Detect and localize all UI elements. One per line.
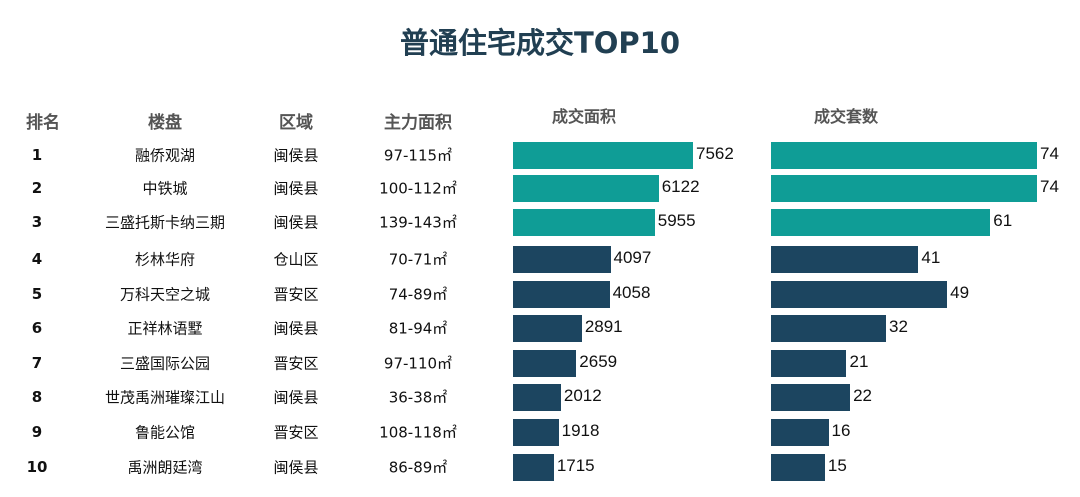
units-bar <box>771 281 948 308</box>
units-data-label: 41 <box>921 248 941 267</box>
units-bar <box>771 350 847 377</box>
cell-district: 闽侯县 <box>273 458 319 477</box>
cell-rank: 9 <box>31 423 43 441</box>
cell-rank: 2 <box>31 179 43 197</box>
area-data-label: 2659 <box>579 352 618 371</box>
cell-project: 三盛托斯卡纳三期 <box>104 213 226 232</box>
area-bar <box>513 209 655 236</box>
cell-district: 闽侯县 <box>273 146 319 165</box>
cell-district: 闽侯县 <box>273 319 319 338</box>
cell-district: 闽侯县 <box>273 213 319 232</box>
cell-rank: 10 <box>26 458 48 476</box>
header-rank: 排名 <box>26 113 60 133</box>
cell-district: 晋安区 <box>273 285 319 304</box>
cell-rank: 5 <box>31 285 43 303</box>
units-bar <box>771 246 919 273</box>
cell-project: 万科天空之城 <box>119 285 211 304</box>
cell-main-area: 108-118㎡ <box>379 423 457 442</box>
cell-rank: 7 <box>31 354 43 372</box>
area-data-label: 5955 <box>657 211 696 230</box>
cell-district: 晋安区 <box>273 423 319 442</box>
cell-district: 晋安区 <box>273 354 319 373</box>
area-bar <box>513 281 610 308</box>
units-data-label: 49 <box>950 283 970 302</box>
cell-project: 杉林华府 <box>134 250 196 269</box>
area-data-label: 6122 <box>661 177 700 196</box>
units-bar <box>771 315 887 342</box>
area-data-label: 2891 <box>584 317 623 336</box>
cell-main-area: 36-38㎡ <box>388 388 448 407</box>
area-data-label: 1918 <box>561 421 600 440</box>
cell-rank: 6 <box>31 319 43 337</box>
units-data-label: 74 <box>1040 177 1059 196</box>
units-data-label: 32 <box>889 317 908 336</box>
units-bar <box>771 142 1037 169</box>
header-deal-units: 成交套数 <box>814 107 879 126</box>
cell-main-area: 100-112㎡ <box>379 179 457 198</box>
cell-district: 闽侯县 <box>273 388 319 407</box>
cell-project: 三盛国际公园 <box>119 354 211 373</box>
area-bar <box>513 175 659 202</box>
units-data-label: 61 <box>993 211 1013 230</box>
units-data-label: 74 <box>1040 144 1059 163</box>
page-title: 普通住宅成交TOP10 <box>399 26 681 60</box>
area-data-label: 2012 <box>563 386 602 405</box>
cell-main-area: 86-89㎡ <box>388 458 448 477</box>
units-data-label: 22 <box>853 386 872 405</box>
header-main-area: 主力面积 <box>384 113 452 133</box>
header-district: 区域 <box>279 113 313 133</box>
cell-project: 禹洲朗廷湾 <box>127 458 203 477</box>
cell-project: 正祥林语墅 <box>127 319 203 338</box>
cell-project: 中铁城 <box>142 179 188 198</box>
units-bar <box>771 384 851 411</box>
cell-main-area: 139-143㎡ <box>379 213 457 232</box>
cell-main-area: 70-71㎡ <box>388 250 448 269</box>
cell-main-area: 97-115㎡ <box>383 146 453 165</box>
cell-main-area: 97-110㎡ <box>383 354 453 373</box>
cell-main-area: 81-94㎡ <box>388 319 448 338</box>
units-data-label: 21 <box>849 352 869 371</box>
area-bar <box>513 419 559 446</box>
area-data-label: 4097 <box>613 248 652 267</box>
cell-rank: 8 <box>31 388 43 406</box>
cell-project: 世茂禹洲璀璨江山 <box>104 388 226 407</box>
cell-district: 闽侯县 <box>273 179 319 198</box>
header-project: 楼盘 <box>148 113 182 133</box>
header-deal-area: 成交面积 <box>552 107 617 126</box>
area-data-label: 4058 <box>612 283 651 302</box>
cell-rank: 1 <box>31 146 43 164</box>
area-bar <box>513 142 693 169</box>
area-bar <box>513 350 577 377</box>
area-bar <box>513 384 561 411</box>
units-bar <box>771 454 825 481</box>
cell-project: 融侨观湖 <box>134 146 196 165</box>
cell-rank: 4 <box>31 250 43 268</box>
area-data-label: 7562 <box>696 144 734 163</box>
cell-main-area: 74-89㎡ <box>388 285 448 304</box>
cell-rank: 3 <box>31 213 43 231</box>
units-bar <box>771 209 991 236</box>
units-bar <box>771 175 1037 202</box>
area-bar <box>513 454 554 481</box>
units-data-label: 16 <box>831 421 851 440</box>
units-bar <box>771 419 829 446</box>
cell-project: 鲁能公馆 <box>134 423 196 442</box>
area-data-label: 1715 <box>556 456 595 475</box>
area-bar <box>513 315 582 342</box>
cell-district: 仓山区 <box>273 250 319 269</box>
units-data-label: 15 <box>827 456 847 475</box>
area-bar <box>513 246 611 273</box>
